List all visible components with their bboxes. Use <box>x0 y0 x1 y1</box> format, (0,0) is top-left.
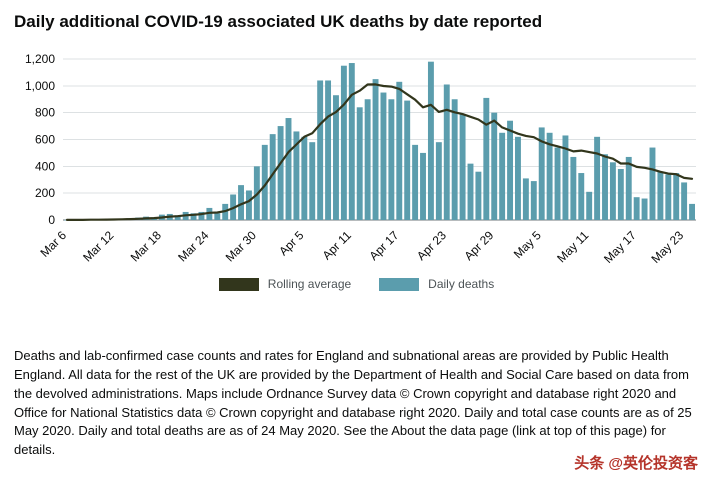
daily-deaths-bar <box>467 163 474 220</box>
daily-deaths-bar <box>681 182 688 220</box>
x-axis-label: Mar 30 <box>223 228 260 265</box>
daily-deaths-bar <box>420 152 426 220</box>
daily-deaths-bar <box>245 190 252 220</box>
daily-deaths-bar <box>657 171 664 220</box>
x-axis-label: Mar 6 <box>38 228 70 260</box>
daily-deaths-bar <box>491 112 498 220</box>
daily-deaths-bar <box>530 181 537 220</box>
x-axis-label: May 11 <box>554 228 591 265</box>
daily-deaths-bar <box>499 132 506 220</box>
daily-deaths-bar <box>641 198 648 220</box>
rolling-average-swatch <box>218 277 259 291</box>
daily-deaths-bar <box>325 80 332 220</box>
daily-deaths-bar <box>380 92 387 220</box>
y-axis-label: 800 <box>35 106 55 120</box>
daily-deaths-bar <box>269 134 276 220</box>
daily-deaths-bar <box>483 97 490 220</box>
daily-deaths-bar <box>372 79 379 221</box>
deaths-chart: 0 200 400 600 800 1,000 1,200 Mar 6 Mar 12 Mar 18… <box>13 44 700 291</box>
daily-deaths-bar <box>507 120 514 220</box>
daily-deaths-bar <box>689 203 695 220</box>
y-axis-label: 1,000 <box>25 79 55 93</box>
daily-deaths-bar <box>412 144 419 220</box>
daily-deaths-bar <box>649 147 656 220</box>
daily-deaths-bar <box>364 99 371 220</box>
daily-deaths-bar <box>633 197 640 220</box>
x-axis-label: Mar 12 <box>80 228 117 265</box>
daily-deaths-bar <box>214 213 221 220</box>
daily-deaths-bar <box>309 142 316 220</box>
daily-deaths-bar <box>277 126 284 220</box>
rolling-average-line <box>65 83 694 221</box>
legend-rolling-average: Rolling average <box>218 277 352 291</box>
daily-deaths-bar <box>570 156 577 220</box>
y-axis-label: 200 <box>35 186 55 200</box>
daily-deaths-bar <box>443 84 450 220</box>
daily-deaths-bar <box>538 127 545 220</box>
legend-daily-deaths: Daily deaths <box>379 277 494 291</box>
daily-deaths-bar <box>333 95 339 220</box>
daily-deaths-bar <box>554 147 561 220</box>
daily-deaths-bar <box>609 162 616 220</box>
x-axis-label: Mar 18 <box>128 228 165 265</box>
daily-deaths-bar <box>625 156 632 220</box>
watermark: 头条 @英伦投资客 <box>574 455 698 472</box>
chart-legend: Rolling average Daily deaths <box>13 277 700 291</box>
daily-deaths-bar <box>594 136 601 220</box>
daily-deaths-bar <box>293 131 300 220</box>
daily-deaths-bar <box>396 81 403 220</box>
daily-deaths-swatch <box>379 277 420 291</box>
x-axis-label: Apr 5 <box>276 228 306 258</box>
daily-deaths-bar <box>673 173 680 220</box>
daily-deaths-bar <box>562 135 569 220</box>
daily-deaths-bar <box>198 211 205 220</box>
daily-deaths-bar <box>475 171 482 220</box>
y-axis-label: 600 <box>35 133 55 147</box>
daily-deaths-bar <box>427 61 434 221</box>
y-axis-label: 1,200 <box>25 52 55 66</box>
daily-deaths-bar <box>285 118 292 220</box>
chart-canvas: 0 200 400 600 800 1,000 1,200 Mar 6 Mar 12 Mar 18… <box>25 52 696 266</box>
daily-deaths-bar <box>206 207 213 220</box>
daily-deaths-bar <box>317 80 324 220</box>
daily-deaths-bar <box>515 136 521 220</box>
daily-deaths-bar <box>404 100 411 220</box>
y-axis-label: 400 <box>35 159 55 173</box>
daily-deaths-bar <box>261 144 268 220</box>
x-axis-label: Apr 17 <box>367 228 402 263</box>
y-axis-label: 0 <box>48 213 55 227</box>
x-axis-label: Apr 29 <box>461 228 496 263</box>
daily-deaths-bar <box>578 173 585 220</box>
daily-deaths-bar <box>238 185 244 220</box>
daily-deaths-bar <box>340 65 347 221</box>
daily-deaths-bar <box>546 132 553 220</box>
daily-deaths-bar <box>522 178 529 220</box>
x-axis-label: May 23 <box>648 228 686 266</box>
daily-deaths-bar <box>190 213 197 220</box>
daily-deaths-bar <box>665 174 672 220</box>
daily-deaths-bar <box>174 215 181 220</box>
daily-deaths-bar <box>451 99 458 220</box>
data-source-note: Deaths and lab-confirmed case counts and… <box>14 348 692 458</box>
x-axis-label: May 5 <box>511 228 544 261</box>
daily-deaths-bar <box>348 63 355 220</box>
x-axis-label: Mar 24 <box>175 228 212 265</box>
legend-rolling-average-label: Rolling average <box>267 277 352 291</box>
daily-deaths-bar <box>602 154 608 220</box>
daily-deaths-bar <box>459 114 466 220</box>
daily-deaths-bar <box>586 191 593 220</box>
x-axis-label: Apr 23 <box>414 228 449 263</box>
daily-deaths-bar <box>617 169 624 220</box>
legend-daily-deaths-label: Daily deaths <box>428 277 495 291</box>
x-axis-label: May 17 <box>601 228 639 266</box>
daily-deaths-bar <box>435 142 442 220</box>
daily-deaths-bar <box>388 99 395 220</box>
x-axis-label: Apr 11 <box>320 228 355 263</box>
chart-title: Daily additional COVID-19 associated UK … <box>14 12 543 31</box>
daily-deaths-bar <box>301 136 308 220</box>
daily-deaths-bar <box>356 107 363 220</box>
